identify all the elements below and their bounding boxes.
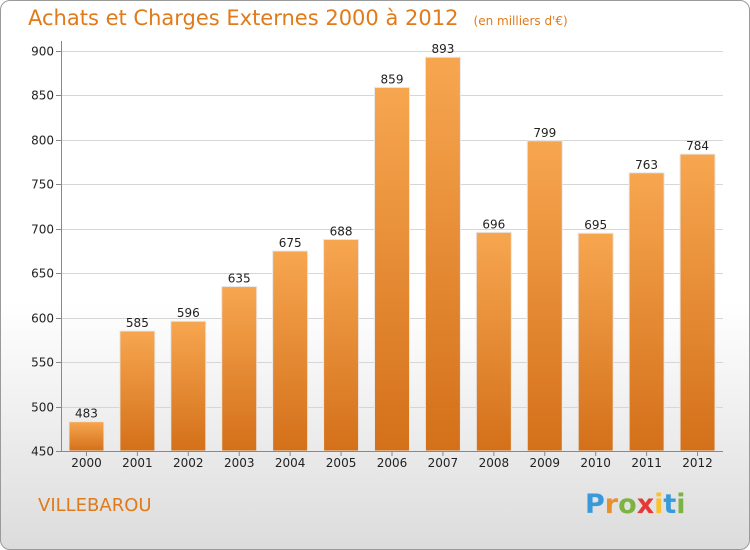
data-label: 763 <box>635 158 658 172</box>
y-tick-label: 450 <box>31 445 54 459</box>
data-label: 688 <box>330 224 353 238</box>
bar-2010 <box>577 232 614 452</box>
x-tick-label: 2009 <box>529 456 560 470</box>
y-tick-label: 650 <box>31 267 54 281</box>
x-tick-label: 2001 <box>122 456 153 470</box>
bar-2002 <box>170 320 207 452</box>
data-label: 695 <box>584 218 607 232</box>
place-name: VILLEBAROU <box>38 495 152 516</box>
bar-2008 <box>475 231 512 452</box>
logo-letter: x <box>636 489 655 520</box>
bars <box>68 56 716 452</box>
logo-letter: P <box>585 489 605 520</box>
proxiti-logo[interactable]: Proxiti <box>585 489 686 520</box>
y-tick-label: 900 <box>31 45 54 59</box>
data-label: 585 <box>126 316 149 330</box>
bar-2011 <box>628 172 665 452</box>
y-tick-label: 800 <box>31 134 54 148</box>
data-label: 635 <box>228 272 251 286</box>
chart-subtitle: (en milliers d'€) <box>473 14 568 28</box>
logo-letter: i <box>654 489 664 520</box>
x-tick-label: 2005 <box>326 456 357 470</box>
data-label: 784 <box>686 139 709 153</box>
axes: 450 500 550 600 650 700 750 800 850 900 2000 2001 20… <box>31 41 723 470</box>
data-label: 696 <box>482 217 505 231</box>
data-label: 483 <box>75 407 98 421</box>
x-tick-label: 2011 <box>631 456 662 470</box>
x-tick-label: 2008 <box>479 456 510 470</box>
y-tick-label: 850 <box>31 89 54 103</box>
y-tick-label: 500 <box>31 401 54 415</box>
logo-letter: t <box>663 489 677 520</box>
bar-2004 <box>272 250 309 452</box>
bar-2003 <box>221 286 258 452</box>
y-tick-label: 550 <box>31 356 54 370</box>
data-label: 596 <box>177 306 200 320</box>
x-tick-label: 2003 <box>224 456 255 470</box>
y-tick-label: 600 <box>31 312 54 326</box>
chart-title-text: Achats et Charges Externes 2000 à 2012 <box>28 6 459 30</box>
data-label: 893 <box>431 42 454 56</box>
data-label: 675 <box>279 236 302 250</box>
chart-title: Achats et Charges Externes 2000 à 2012 (… <box>28 6 568 30</box>
x-tick-label: 2006 <box>377 456 408 470</box>
x-tick-label: 2007 <box>428 456 459 470</box>
logo-letter: i <box>676 489 686 520</box>
data-label: 799 <box>533 126 556 140</box>
y-tick-label: 700 <box>31 223 54 237</box>
data-labels: 483 585 596 635 675 688 859 893 696 799 695 763 784 <box>75 42 709 420</box>
bar-2005 <box>323 238 360 452</box>
x-tick-label: 2002 <box>173 456 204 470</box>
y-tick-label: 750 <box>31 178 54 192</box>
bar-2012 <box>679 153 716 452</box>
x-tick-label: 2010 <box>580 456 611 470</box>
logo-letter: r <box>604 489 619 520</box>
data-label: 859 <box>381 72 404 86</box>
bar-2006 <box>374 86 410 452</box>
x-tick-label: 2004 <box>275 456 306 470</box>
x-tick-label: 2000 <box>71 456 102 470</box>
bar-2007 <box>424 56 461 452</box>
bar-2009 <box>526 140 563 452</box>
bar-2000 <box>68 421 105 452</box>
logo-letter: o <box>618 489 637 520</box>
x-tick-label: 2012 <box>682 456 713 470</box>
bar-2001 <box>119 330 156 452</box>
